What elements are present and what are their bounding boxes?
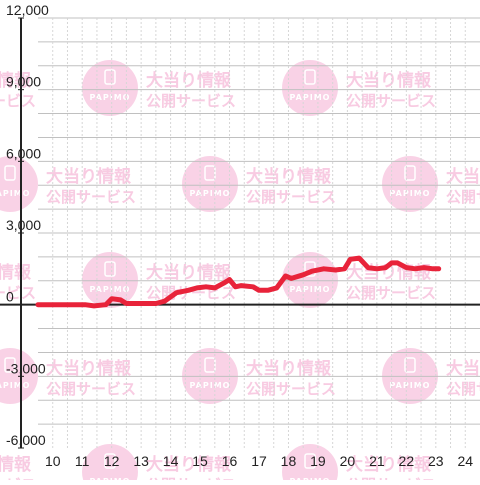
watermark-logo-text: PAPIMO — [190, 381, 231, 390]
papimo-logo-glyph — [404, 357, 416, 373]
y-tick-label: 0 — [6, 289, 14, 305]
watermark-line2: 公開サービス — [46, 380, 136, 398]
x-tick-label: 11 — [75, 453, 90, 469]
watermark-line1: 大当り情報 — [0, 70, 32, 91]
y-tick-label: -6,000 — [6, 432, 46, 448]
papimo-logo-glyph — [304, 69, 316, 85]
x-tick-label: 12 — [104, 453, 120, 469]
x-tick-label: 19 — [310, 453, 326, 469]
watermark-logo-text: PAPIMO — [290, 93, 331, 102]
x-tick-label: 17 — [251, 453, 267, 469]
watermark-line1: 大当り情報 — [0, 454, 32, 475]
x-tick-label: 20 — [340, 453, 356, 469]
watermark-logo-text: PAPIMO — [390, 189, 431, 198]
x-tick-label: 22 — [399, 453, 415, 469]
watermark-line1: 大当り情報 — [146, 70, 232, 91]
papimo-logo-glyph — [4, 357, 16, 373]
watermark-line2: 公開サービス — [346, 476, 436, 480]
papimo-logo-glyph — [104, 453, 116, 469]
watermark-line1: 大当り情報 — [46, 166, 132, 187]
papimo-logo-icon — [0, 156, 38, 212]
papimo-logo-icon — [182, 156, 238, 212]
watermark-line1: 大当り情報 — [446, 358, 480, 379]
series-layer — [35, 255, 442, 309]
y-tick-label: 9,000 — [6, 74, 41, 90]
papimo-logo-icon — [282, 252, 338, 308]
watermark-logo-text: PAPIMO — [0, 381, 30, 390]
papimo-logo-glyph — [104, 261, 116, 277]
watermark-line2: 公開サービス — [0, 476, 36, 480]
papimo-logo-icon — [82, 60, 138, 116]
watermark-line2: 公開サービス — [346, 92, 436, 110]
grid-layer — [38, 17, 480, 448]
watermark-logo-text: PAPIMO — [290, 285, 331, 294]
watermark-line2: 公開サービス — [0, 92, 36, 110]
watermark-line1: 大当り情報 — [346, 454, 432, 475]
watermark-line2: 公開サービス — [246, 380, 336, 398]
papimo-logo-glyph — [204, 165, 216, 181]
watermark-line2: 公開サービス — [146, 284, 236, 302]
papimo-logo-icon — [282, 444, 338, 485]
watermark-line1: 大当り情報 — [246, 358, 332, 379]
papimo-logo-glyph — [104, 69, 116, 85]
watermark-line1: 大当り情報 — [446, 166, 480, 187]
papimo-logo-glyph — [204, 357, 216, 373]
watermark-logo-text: PAPIMO — [90, 285, 131, 294]
papimo-logo-glyph — [304, 453, 316, 469]
watermark-line1: 大当り情報 — [146, 454, 232, 475]
watermark-line1: 大当り情報 — [246, 166, 332, 187]
papimo-logo-icon — [382, 156, 438, 212]
papimo-logo-icon — [82, 444, 138, 485]
watermark-line2: 公開サービス — [146, 92, 236, 110]
x-tick-label: 16 — [222, 453, 238, 469]
x-tick-label: 21 — [369, 453, 385, 469]
y-tick-label: -3,000 — [6, 360, 46, 376]
watermark-logo-text: PAPIMO — [190, 189, 231, 198]
watermark-line2: 公開サービス — [446, 188, 480, 206]
y-tick-label: 12,000 — [6, 2, 49, 18]
y-tick-label: 6,000 — [6, 145, 41, 161]
watermark-line1: 大当り情報 — [146, 262, 232, 283]
x-tick-label: 23 — [428, 453, 444, 469]
watermark-logo-text: PAPIMO — [390, 381, 431, 390]
x-tick-label: 10 — [45, 453, 61, 469]
y-tick-label: 3,000 — [6, 217, 41, 233]
watermark-line1: 大当り情報 — [346, 70, 432, 91]
watermark-line1: 大当り情報 — [0, 262, 32, 283]
x-tick-label: 14 — [163, 453, 179, 469]
tick-label-layer: 12,000 9,000 6,000 3,000 0 -3,000 -6,000 10 11 12… — [6, 2, 473, 469]
watermark-line2: 公開サービス — [0, 284, 36, 302]
watermark-line2: 公開サービス — [346, 284, 436, 302]
watermark-logo-text: PAPIMO — [0, 189, 30, 198]
watermark-line2: 公開サービス — [46, 188, 136, 206]
series-line-0 — [35, 255, 442, 309]
papimo-logo-glyph — [4, 165, 16, 181]
x-tick-label: 18 — [281, 453, 297, 469]
papimo-logo-icon — [82, 252, 138, 308]
x-tick-label: 24 — [457, 453, 473, 469]
watermark-line2: 公開サービス — [146, 476, 236, 480]
watermark-line2: 公開サービス — [446, 380, 480, 398]
papimo-logo-icon — [282, 60, 338, 116]
papimo-logo-glyph — [404, 165, 416, 181]
watermark-line2: 公開サービス — [246, 188, 336, 206]
x-tick-label: 13 — [133, 453, 149, 469]
x-tick-label: 15 — [192, 453, 208, 469]
watermark-logo-text: PAPIMO — [90, 93, 131, 102]
